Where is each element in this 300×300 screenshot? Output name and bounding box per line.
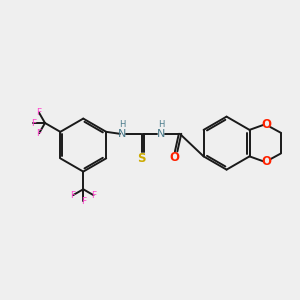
Text: F: F (81, 196, 86, 206)
Text: N: N (118, 129, 126, 139)
Text: F: F (37, 108, 42, 117)
Text: H: H (158, 120, 164, 129)
Text: F: F (70, 190, 76, 200)
Text: F: F (37, 129, 42, 138)
Text: O: O (261, 155, 271, 168)
Text: F: F (31, 118, 36, 127)
Text: S: S (137, 152, 146, 165)
Text: F: F (91, 190, 96, 200)
Text: O: O (169, 151, 179, 164)
Text: N: N (157, 129, 165, 139)
Text: O: O (261, 118, 271, 131)
Text: H: H (119, 120, 125, 129)
